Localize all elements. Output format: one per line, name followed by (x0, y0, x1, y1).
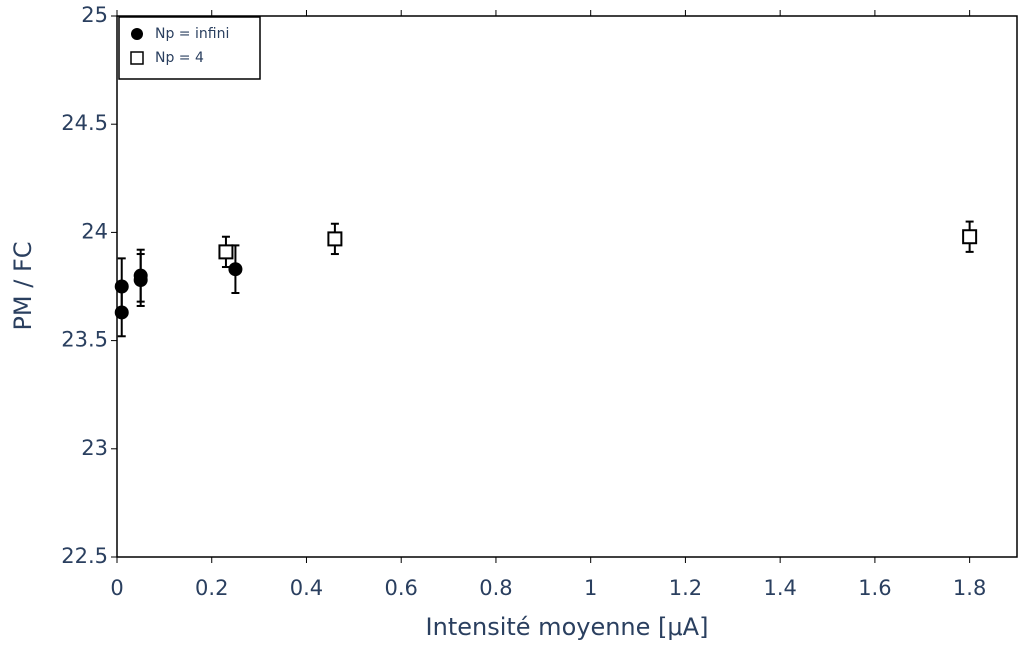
legend-label: Np = 4 (155, 50, 204, 66)
x-tick-label: 0.6 (385, 576, 418, 600)
x-tick-label: 0.8 (479, 576, 512, 600)
legend-label: Np = infini (155, 26, 229, 42)
x-tick-label: 1.6 (858, 576, 891, 600)
point (133, 268, 148, 283)
x-tick-label: 1.8 (953, 576, 986, 600)
y-axis-title: PM / FC (9, 241, 37, 330)
x-axis-title: Intensité moyenne [μA] (426, 613, 709, 641)
legend-symbol (130, 51, 144, 65)
x-tick-label: 1.4 (763, 576, 796, 600)
point (962, 229, 978, 245)
y-tick-label: 23.5 (61, 328, 108, 352)
x-tick-label: 1.2 (669, 576, 702, 600)
y-tick-label: 22.5 (61, 544, 108, 568)
y-tick-label: 24.5 (61, 111, 108, 135)
legend-box (118, 16, 261, 80)
x-tick-label: 0.4 (290, 576, 323, 600)
y-tick-label: 23 (81, 436, 108, 460)
point (218, 244, 234, 260)
point (228, 262, 243, 277)
y-tick-label: 25 (81, 3, 108, 27)
point (327, 231, 343, 247)
legend-symbol (131, 28, 143, 40)
x-tick-label: 0 (110, 576, 123, 600)
x-tick-label: 1 (584, 576, 597, 600)
y-tick-label: 24 (81, 219, 108, 243)
point (114, 279, 129, 294)
plot-frame (116, 15, 1018, 558)
x-tick-label: 0.2 (195, 576, 228, 600)
